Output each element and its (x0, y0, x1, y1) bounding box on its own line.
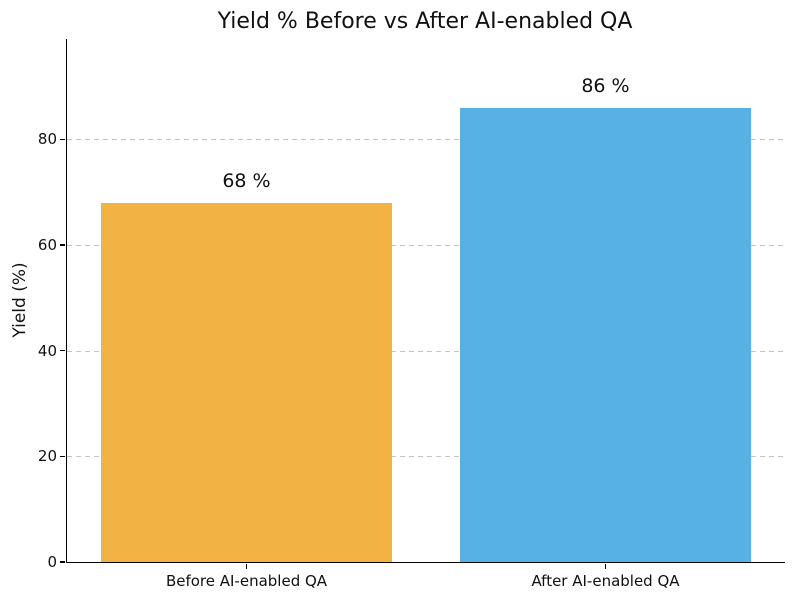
y-tick-mark-0 (60, 561, 66, 563)
plot-area: 0 20 40 60 80 68 % 86 % Before AI-enabled QA A… (38, 39, 785, 590)
y-tick-mark-20 (60, 455, 66, 458)
bar-1 (460, 107, 751, 562)
gridline-y-40 (67, 350, 785, 352)
y-tick-mark-60 (60, 244, 66, 246)
gridline-y-80 (67, 139, 785, 141)
y-tick-mark-80 (60, 138, 66, 141)
x-tick-label-1: After AI-enabled QA (531, 572, 680, 590)
bar-value-label-1: 86 % (581, 74, 630, 97)
y-tick-label-20: 20 (37, 447, 57, 466)
y-tick-label-0: 0 (47, 553, 57, 571)
bar-value-label-0: 68 % (222, 169, 271, 192)
gridline-y-60 (67, 245, 785, 247)
y-tick-mark-40 (60, 349, 66, 352)
chart-title: Yield % Before vs After AI-enabled QA (217, 9, 633, 34)
x-tick-mark-1 (604, 563, 607, 569)
y-tick-label-80: 80 (37, 130, 57, 149)
bar-0 (101, 202, 392, 562)
x-tick-mark-0 (245, 563, 248, 569)
y-axis-label: Yield (%) (10, 262, 30, 338)
y-tick-label-40: 40 (37, 341, 57, 360)
y-tick-label-60: 60 (37, 236, 57, 255)
x-tick-label-0: Before AI-enabled QA (165, 572, 328, 590)
gridline-y-20 (67, 456, 785, 458)
